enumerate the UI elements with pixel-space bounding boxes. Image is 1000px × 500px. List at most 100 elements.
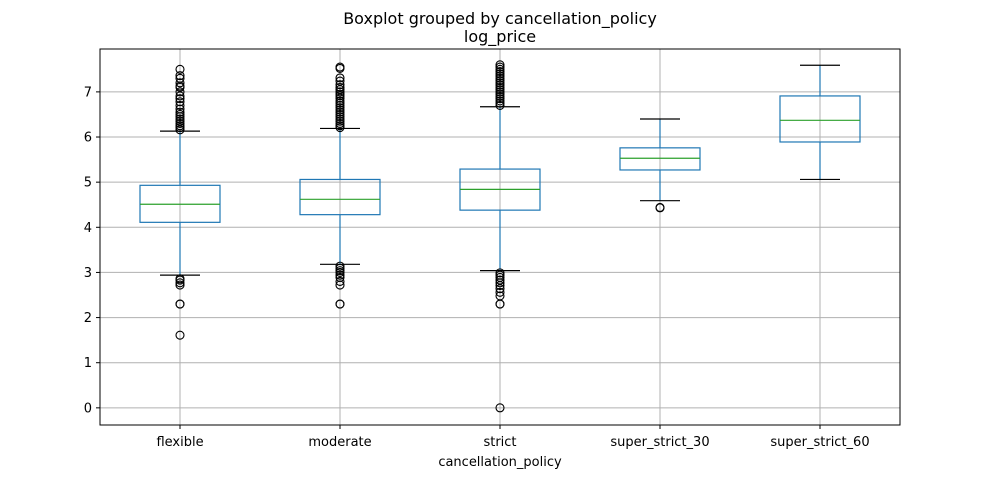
outlier-point bbox=[495, 100, 505, 110]
outlier-point bbox=[335, 96, 345, 106]
outlier-point bbox=[495, 94, 505, 104]
x-tick-label: moderate bbox=[308, 435, 371, 450]
outlier-point bbox=[495, 91, 505, 101]
outlier-point bbox=[495, 89, 505, 99]
outlier-point bbox=[495, 287, 505, 297]
y-tick-label: 2 bbox=[84, 311, 92, 326]
outlier-point bbox=[175, 274, 185, 284]
axes: 0 1 2 3 4 5 6 7 flexible moderate strict super_stri… bbox=[84, 48, 901, 450]
outlier-point bbox=[335, 73, 345, 83]
outlier-point bbox=[495, 403, 505, 413]
outlier-point bbox=[335, 85, 345, 95]
box-group-moderate bbox=[299, 62, 381, 309]
outlier-point bbox=[335, 62, 345, 72]
x-tick-label: strict bbox=[483, 435, 516, 450]
y-tick-label: 1 bbox=[84, 356, 92, 371]
outlier-point bbox=[175, 278, 185, 288]
outlier-point bbox=[335, 116, 345, 126]
outlier-point bbox=[495, 62, 505, 72]
outlier-point bbox=[335, 276, 345, 287]
outlier-point bbox=[335, 270, 345, 280]
outlier-point bbox=[175, 94, 185, 104]
outlier-point bbox=[495, 76, 505, 86]
outlier-point bbox=[495, 64, 505, 74]
outlier-point bbox=[495, 85, 505, 95]
outlier-point bbox=[495, 98, 505, 108]
outlier-point bbox=[175, 64, 185, 74]
outlier-point bbox=[495, 60, 505, 70]
y-tick-label: 6 bbox=[84, 131, 92, 146]
outlier-point bbox=[495, 78, 505, 88]
outlier-point bbox=[175, 330, 185, 340]
outlier-point bbox=[335, 105, 345, 115]
outlier-point bbox=[175, 71, 185, 81]
outlier-point bbox=[175, 118, 185, 129]
outlier-point bbox=[335, 98, 345, 108]
outlier-point bbox=[175, 280, 185, 290]
outlier-point bbox=[335, 109, 345, 120]
outlier-point bbox=[175, 116, 185, 126]
outlier-point bbox=[495, 96, 505, 106]
outlier-point bbox=[495, 291, 505, 301]
box-group-flexible bbox=[139, 64, 221, 340]
outlier-point bbox=[495, 270, 505, 280]
outlier-point bbox=[335, 89, 345, 99]
x-tick-label: super_strict_60 bbox=[770, 435, 869, 450]
outlier-point bbox=[175, 299, 185, 309]
outlier-point bbox=[495, 73, 505, 83]
y-tick-label: 7 bbox=[84, 85, 92, 100]
outlier-point bbox=[335, 121, 345, 131]
outlier-point bbox=[335, 261, 345, 271]
outlier-point bbox=[335, 114, 345, 124]
chart-title: log_price bbox=[464, 27, 536, 47]
outlier-point bbox=[335, 93, 345, 103]
box-layer bbox=[139, 60, 861, 413]
outlier-point bbox=[335, 266, 345, 276]
outlier-point bbox=[495, 275, 505, 285]
outlier-point bbox=[175, 104, 185, 114]
outlier-point bbox=[335, 107, 345, 117]
outlier-point bbox=[335, 299, 345, 309]
outlier-point bbox=[495, 82, 505, 92]
iqr-box bbox=[779, 95, 861, 143]
outlier-point bbox=[495, 71, 505, 81]
outlier-point bbox=[175, 73, 185, 83]
outlier-point bbox=[175, 87, 185, 97]
outlier-point bbox=[335, 76, 345, 86]
outlier-point bbox=[335, 80, 345, 90]
y-tick-label: 5 bbox=[84, 176, 92, 191]
outlier-point bbox=[175, 109, 185, 120]
outlier-point bbox=[335, 87, 345, 97]
outlier-point bbox=[175, 100, 185, 110]
outlier-point bbox=[175, 78, 185, 88]
outlier-point bbox=[335, 82, 345, 92]
outlier-point bbox=[175, 114, 185, 124]
outlier-point bbox=[495, 284, 505, 294]
outlier-point bbox=[335, 103, 345, 113]
iqr-box bbox=[619, 147, 701, 171]
outlier-point bbox=[495, 87, 505, 97]
y-tick-label: 3 bbox=[84, 266, 92, 281]
y-tick-label: 4 bbox=[84, 221, 92, 236]
outlier-point bbox=[335, 100, 345, 110]
chart-suptitle: Boxplot grouped by cancellation_policy bbox=[343, 9, 657, 29]
outlier-point bbox=[495, 67, 505, 77]
outlier-point bbox=[335, 112, 345, 122]
outlier-point bbox=[495, 272, 505, 282]
y-tick-label: 0 bbox=[84, 401, 92, 416]
outlier-point bbox=[495, 80, 505, 90]
x-tick-label: super_strict_30 bbox=[610, 435, 709, 450]
x-axis-label: cancellation_policy bbox=[438, 455, 562, 470]
x-tick-label: flexible bbox=[156, 435, 203, 450]
box-group-super_strict_30 bbox=[619, 118, 701, 213]
outlier-point bbox=[175, 125, 185, 135]
outlier-point bbox=[335, 118, 345, 129]
iqr-box bbox=[299, 178, 381, 216]
box-group-strict bbox=[459, 60, 541, 413]
outlier-point bbox=[495, 69, 505, 79]
outlier-point bbox=[495, 268, 505, 278]
outlier-point bbox=[655, 202, 665, 212]
outlier-point bbox=[335, 263, 345, 273]
box-group-super_strict_60 bbox=[779, 64, 861, 181]
